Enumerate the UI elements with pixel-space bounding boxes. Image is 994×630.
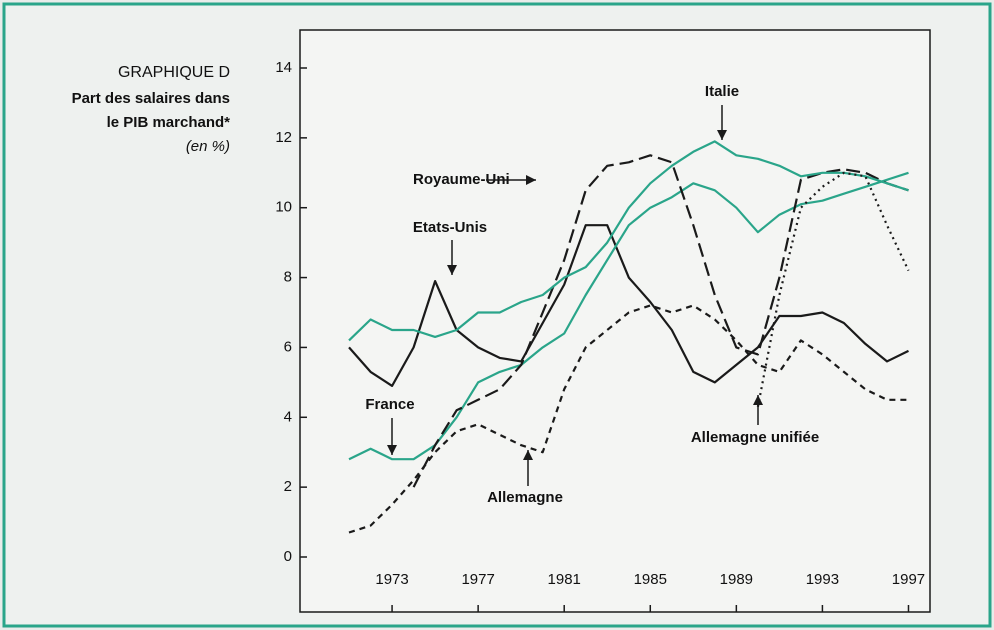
unit-note: (en %) <box>186 138 230 155</box>
arrow-head <box>447 265 457 275</box>
series-line <box>348 140 909 342</box>
y-tick-label: 0 <box>284 548 292 565</box>
series-label: Etats-Unis <box>413 219 487 236</box>
series-label: France <box>365 396 414 413</box>
series-label: Royaume-Uni <box>413 171 510 188</box>
y-tick-label: 8 <box>284 269 292 286</box>
x-tick-label: 1997 <box>892 571 925 588</box>
y-tick-label: 6 <box>284 338 292 355</box>
x-tick-label: 1981 <box>548 571 581 588</box>
y-tick-label: 14 <box>275 59 292 76</box>
x-tick-label: 1977 <box>461 571 494 588</box>
x-tick-label: 1973 <box>375 571 408 588</box>
series-line <box>348 171 909 461</box>
subtitle: le PIB marchand* <box>107 114 231 131</box>
series-line <box>756 171 910 408</box>
series-line <box>412 154 909 488</box>
arrow-head <box>387 445 397 455</box>
arrow-head <box>526 175 536 185</box>
y-tick-label: 2 <box>284 478 292 495</box>
y-tick-label: 4 <box>284 408 292 425</box>
subtitle: Part des salaires dans <box>72 90 230 107</box>
arrow-head <box>753 395 763 405</box>
x-tick-label: 1993 <box>806 571 839 588</box>
series-line <box>348 304 909 534</box>
x-tick-label: 1989 <box>720 571 753 588</box>
arrow-head <box>523 450 533 460</box>
plot-box <box>299 29 931 613</box>
series-line <box>348 224 909 387</box>
x-tick-label: 1985 <box>634 571 667 588</box>
chart-title: GRAPHIQUE D <box>118 64 230 81</box>
series-label: Italie <box>705 83 739 100</box>
y-tick-label: 10 <box>275 199 292 216</box>
series-label: Allemagne <box>487 489 563 506</box>
series-label: Allemagne unifiée <box>691 429 819 446</box>
y-tick-label: 12 <box>275 129 292 146</box>
arrow-head <box>717 130 727 140</box>
